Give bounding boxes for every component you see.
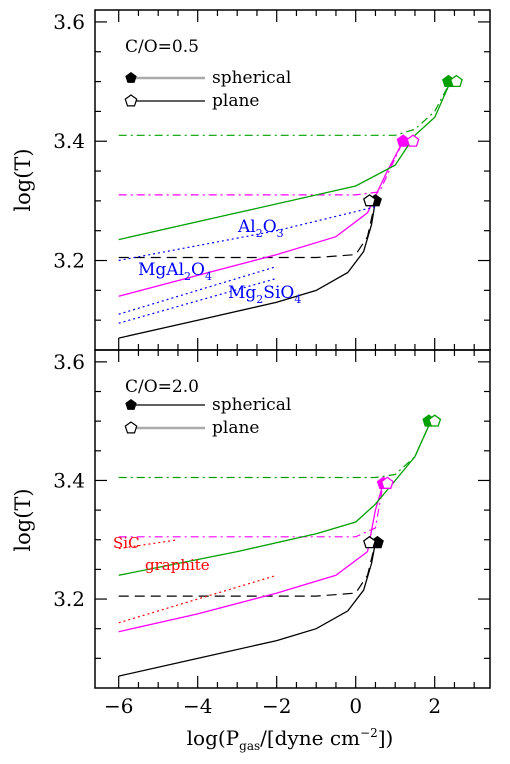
bottom-annotation: C/O=2.0 [125, 377, 199, 397]
label-graphite: graphite [145, 556, 210, 574]
legend-label-plane: plane [212, 418, 259, 438]
x-tick-label: −6 [104, 694, 133, 718]
series-line-green-solid [118, 420, 432, 576]
series-line-black-dashed [118, 542, 376, 597]
legend-label-plane: plane [212, 91, 259, 111]
legend-marker-spherical [125, 399, 137, 410]
label-sic: SiC [113, 534, 140, 552]
y-tick-label: 3.2 [53, 587, 85, 611]
marker-open-pentagon-magenta [406, 134, 420, 147]
series-line-green-dashdot [118, 420, 432, 479]
series-line-black-dashed [118, 200, 376, 259]
series-line-black-solid [118, 200, 377, 339]
panel-top: log(T) C/O=0.5 spherical plane Al2O3 MgA… [11, 9, 491, 351]
series-line-magenta-solid [118, 483, 384, 633]
marker-open-pentagon-black [363, 194, 376, 207]
series-line-magenta-dashdot [118, 483, 384, 538]
x-tick-label: −4 [183, 694, 212, 718]
marker-open-pentagon-green [449, 74, 463, 88]
legend-marker-spherical [125, 72, 137, 83]
marker-open-pentagon-magenta [380, 476, 394, 489]
x-axis-label: log(Pgas/[dyne cm−2]) [187, 726, 394, 753]
series-line-blue-dotted [118, 277, 277, 324]
series-line-green-dashdot [118, 81, 452, 136]
y-tick-label: 3.4 [53, 129, 85, 153]
legend-marker-plane [124, 421, 138, 434]
legend-marker-plane [124, 94, 138, 107]
label-mgal2o4: MgAl2O4 [138, 260, 212, 283]
label-al2o3: Al2O3 [237, 217, 284, 240]
legend-label-spherical: spherical [212, 68, 291, 88]
series-line-black-solid [118, 542, 377, 677]
bottom-plot-frame [94, 349, 491, 689]
x-tick-label: −2 [262, 694, 291, 718]
y-tick-label: 3.4 [53, 468, 85, 492]
series-line-magenta-solid [118, 140, 404, 297]
marker-open-pentagon-black [363, 535, 376, 549]
x-axis: −6 −4 −2 0 2 [104, 694, 441, 718]
legend-label-spherical: spherical [212, 395, 291, 415]
bottom-ylabel: log(T) [11, 488, 35, 551]
x-tick-label: 0 [349, 694, 362, 718]
marker-open-pentagon-green [428, 414, 442, 427]
series-line-green-solid [118, 81, 452, 241]
y-tick-label: 3.2 [53, 249, 85, 273]
series-line-magenta-dashdot [118, 140, 404, 196]
bottom-legend: spherical plane [124, 395, 291, 438]
series-line-blue-dotted [118, 206, 376, 262]
y-tick-label: 3.6 [53, 350, 85, 374]
top-annotation: C/O=0.5 [125, 37, 199, 57]
x-tick-label: 2 [428, 694, 441, 718]
top-ylabel: log(T) [11, 148, 35, 211]
top-legend: spherical plane [124, 68, 291, 111]
label-mg2sio4: Mg2SiO4 [228, 283, 301, 306]
panel-bottom: log(T) C/O=2.0 spherical plane SiC graph… [11, 349, 491, 689]
y-tick-label: 3.6 [53, 10, 85, 34]
